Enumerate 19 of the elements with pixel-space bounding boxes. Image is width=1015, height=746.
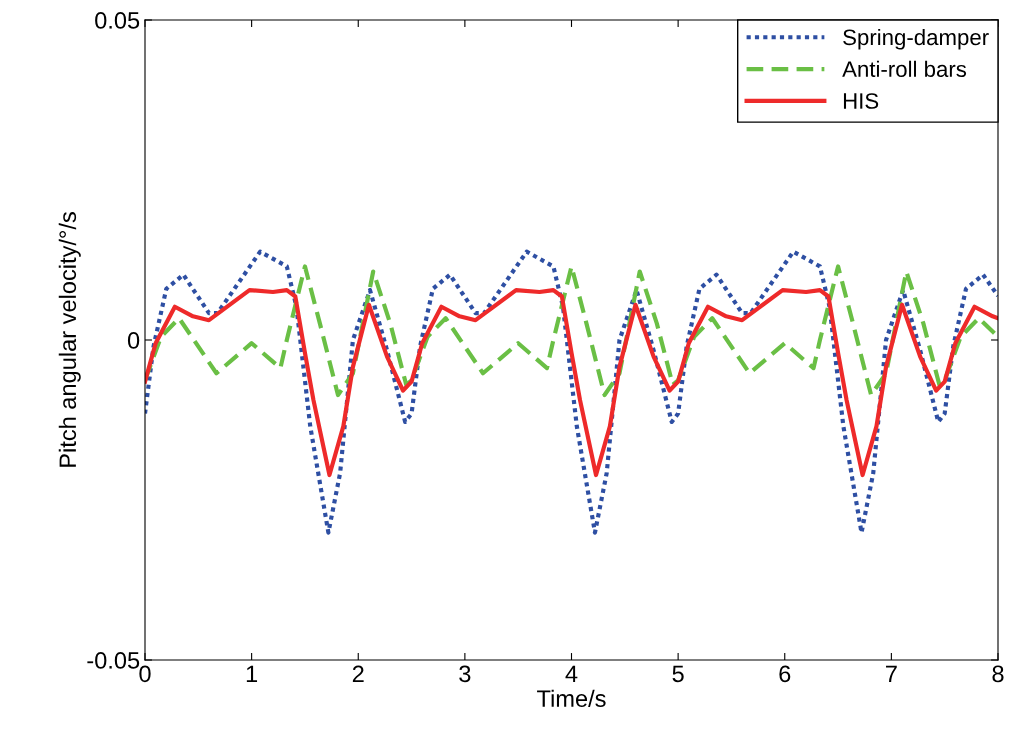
y-tick-label: 0.05 (95, 12, 140, 29)
legend-label: Anti-roll bars (842, 60, 967, 78)
x-tick-label: 7 (886, 665, 897, 682)
x-tick-label: 4 (565, 665, 578, 682)
y-tick-label: -0.05 (87, 652, 140, 669)
x-tick-label: 5 (672, 665, 684, 683)
x-tick-label: 2 (352, 665, 364, 682)
x-tick-label: 3 (459, 665, 471, 683)
legend-label: Spring-damper (843, 28, 989, 50)
y-tick-label: 0 (127, 332, 140, 349)
legend-label: HIS (843, 93, 879, 109)
line-series (145, 287, 998, 478)
x-axis-title: Time/s (537, 689, 606, 707)
line-series (145, 249, 998, 535)
x-tick-label: 6 (779, 665, 791, 683)
x-tick-label: 8 (992, 665, 1004, 683)
x-tick-label: 0 (139, 665, 151, 683)
x-tick-label: 1 (246, 665, 258, 682)
y-axis-title: Pitch angular velocity/°/s (58, 212, 81, 467)
